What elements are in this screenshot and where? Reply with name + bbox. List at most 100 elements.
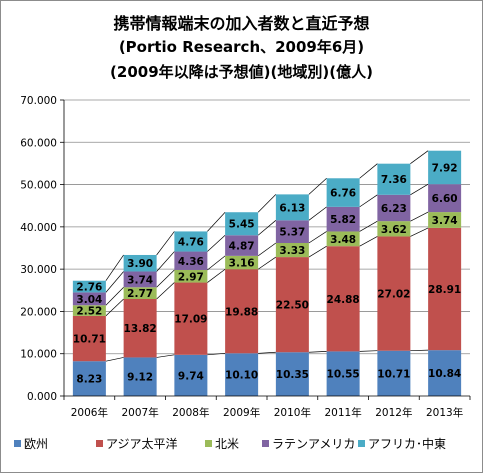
bar-segment bbox=[326, 206, 360, 232]
series-connector bbox=[207, 235, 226, 252]
series-connector bbox=[359, 236, 378, 247]
chart-title-line-1: 携帯情報端末の加入者数と直近予想 bbox=[113, 14, 370, 33]
data-label: 24.88 bbox=[327, 294, 360, 306]
series-connector bbox=[359, 220, 378, 232]
series-connector bbox=[257, 220, 277, 236]
data-label: 4.87 bbox=[229, 241, 255, 253]
series-connector bbox=[410, 227, 429, 237]
data-label: 3.62 bbox=[381, 224, 407, 236]
data-label: 2.97 bbox=[178, 271, 204, 283]
data-label: 7.36 bbox=[381, 174, 407, 186]
data-label: 22.50 bbox=[276, 300, 309, 312]
data-label: 3.74 bbox=[127, 274, 153, 286]
bar-segment bbox=[275, 352, 309, 396]
series-connector bbox=[308, 245, 327, 258]
data-label: 4.36 bbox=[178, 256, 204, 268]
series-connector bbox=[105, 357, 124, 362]
y-tick-label: 30.000 bbox=[20, 264, 57, 276]
data-label: 2.52 bbox=[76, 306, 102, 318]
data-label: 3.04 bbox=[76, 294, 102, 306]
legend: 欧州 アジア太平洋 北米 ラテンアメリカ アフリカ･中東 bbox=[14, 436, 446, 451]
y-tick-label: 70.000 bbox=[20, 95, 57, 107]
data-label: 5.45 bbox=[229, 219, 255, 231]
legend-label: アフリカ･中東 bbox=[368, 436, 446, 451]
data-label: 9.74 bbox=[178, 370, 204, 382]
bar-segment bbox=[377, 163, 411, 195]
series-connector bbox=[308, 178, 327, 195]
series-connector bbox=[359, 194, 378, 208]
bar-segment bbox=[72, 280, 106, 293]
bar-segment bbox=[377, 236, 411, 351]
series-connector bbox=[156, 251, 175, 272]
data-label-layer: 8.23 9.12 9.74 10.10 10.35 10.55 10.71 10.84 10.… bbox=[73, 162, 461, 385]
bar-segment bbox=[225, 212, 259, 236]
series-connector bbox=[257, 242, 277, 257]
data-label: 10.55 bbox=[327, 369, 360, 381]
series-connector bbox=[156, 282, 175, 300]
series-connector bbox=[359, 350, 378, 352]
series-connector bbox=[207, 211, 226, 232]
data-label: 10.35 bbox=[276, 369, 309, 381]
bar-segment bbox=[174, 251, 208, 270]
y-tick-label: 60.000 bbox=[20, 137, 57, 149]
series-connector bbox=[105, 298, 124, 317]
y-tick-label: 10.000 bbox=[20, 349, 57, 361]
data-label: 5.37 bbox=[279, 227, 305, 239]
data-label: 2.77 bbox=[127, 288, 153, 300]
series-connector bbox=[105, 271, 124, 293]
y-tick-label: 0.000 bbox=[27, 391, 57, 403]
bar-segment bbox=[428, 227, 462, 351]
x-tick-label: 2008年 bbox=[172, 406, 209, 419]
bar-segment bbox=[225, 269, 259, 354]
x-axis: 2006年 2007年 2008年 2009年 2010年 2011年 2012年 2013年 bbox=[63, 395, 471, 419]
bar-segment bbox=[174, 354, 208, 396]
series-connector bbox=[257, 194, 277, 213]
bar-segment bbox=[123, 287, 157, 299]
bar-segment bbox=[123, 298, 157, 358]
bar-segment bbox=[428, 350, 462, 396]
bar-segment bbox=[123, 254, 157, 272]
series-connector bbox=[156, 269, 175, 288]
series-connector bbox=[105, 287, 124, 306]
bar-segment bbox=[72, 315, 106, 362]
data-label: 6.23 bbox=[381, 203, 407, 215]
data-label: 6.76 bbox=[330, 188, 356, 200]
x-tick-label: 2012年 bbox=[375, 406, 412, 419]
data-label: 6.13 bbox=[279, 202, 305, 214]
data-label: 27.02 bbox=[377, 289, 410, 301]
data-label: 3.16 bbox=[229, 258, 255, 270]
bar-segment bbox=[326, 178, 360, 207]
series-connector bbox=[410, 150, 429, 164]
series-connector bbox=[258, 351, 276, 354]
data-label: 13.82 bbox=[124, 323, 157, 335]
data-label: 28.91 bbox=[428, 284, 461, 296]
bar-segment bbox=[326, 246, 360, 352]
series-connector bbox=[308, 206, 327, 221]
y-tick-label: 20.000 bbox=[20, 306, 57, 318]
legend-label: 北米 bbox=[215, 437, 239, 451]
bar-segment bbox=[72, 305, 106, 316]
y-tick-label: 40.000 bbox=[20, 222, 57, 234]
data-label: 19.88 bbox=[225, 306, 258, 318]
legend-swatch bbox=[262, 440, 269, 447]
data-label: 3.74 bbox=[432, 215, 458, 227]
x-tick-label: 2011年 bbox=[325, 406, 362, 419]
series-connector bbox=[308, 351, 327, 353]
x-tick-label: 2007年 bbox=[122, 406, 159, 419]
data-label: 6.60 bbox=[432, 193, 458, 205]
bar-segment bbox=[428, 150, 462, 185]
data-label: 9.12 bbox=[127, 372, 153, 384]
series-connector bbox=[410, 183, 429, 196]
bar-segment bbox=[428, 212, 462, 228]
x-tick-label: 2010年 bbox=[274, 406, 311, 419]
bar-segment bbox=[428, 184, 462, 213]
bar-segment bbox=[326, 351, 360, 396]
bar-segment bbox=[326, 231, 360, 247]
data-label: 8.23 bbox=[76, 374, 102, 386]
legend-swatch bbox=[14, 440, 21, 447]
bar-segment bbox=[377, 194, 411, 222]
legend-label: 欧州 bbox=[24, 437, 48, 451]
bar-segment bbox=[72, 292, 106, 306]
legend-swatch bbox=[205, 440, 212, 447]
bar-segment bbox=[72, 361, 106, 396]
